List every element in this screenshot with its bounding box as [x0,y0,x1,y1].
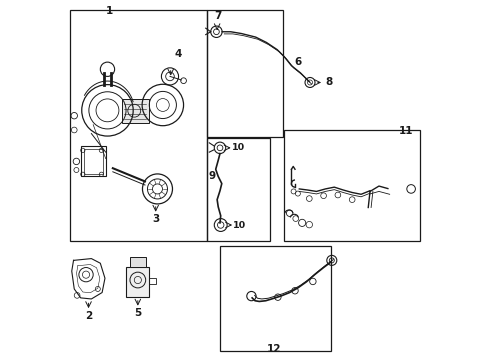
Bar [70,10,207,241]
Text: 3: 3 [152,214,159,224]
Text: 12: 12 [267,343,282,354]
Text: 9: 9 [208,171,215,181]
Bar [149,278,156,284]
Text: 8: 8 [325,77,333,87]
Text: 10: 10 [233,221,246,230]
Text: 7: 7 [214,11,221,21]
Bar [130,257,146,267]
Bar [83,149,103,174]
Bar [284,130,420,241]
Text: 11: 11 [399,126,414,136]
Text: 1: 1 [106,6,113,17]
Bar [220,246,331,351]
Text: 5: 5 [134,308,142,318]
Text: 6: 6 [294,57,301,67]
Bar [207,10,283,137]
Bar [207,138,270,241]
Bar [126,267,149,297]
Bar [81,146,106,176]
Text: 2: 2 [85,311,92,321]
Bar [122,99,148,123]
Text: 10: 10 [232,143,245,152]
Text: 4: 4 [174,49,181,59]
